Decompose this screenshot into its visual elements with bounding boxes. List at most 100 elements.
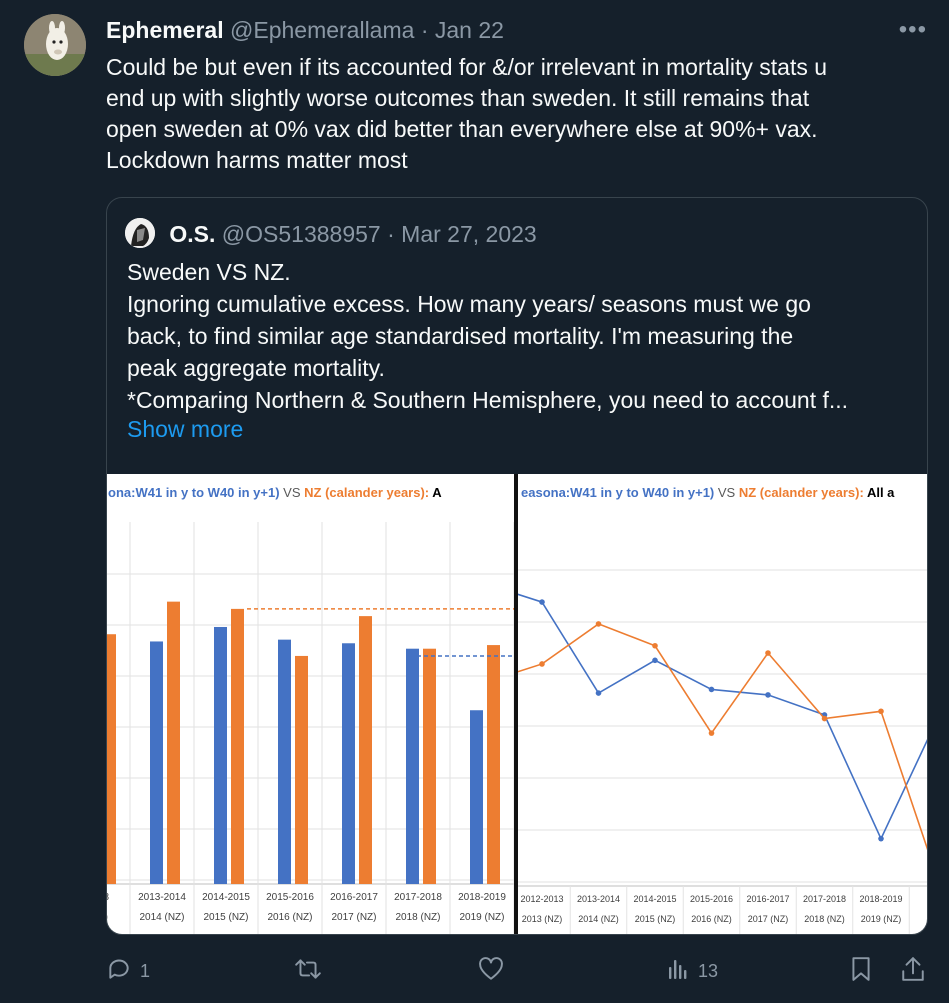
line-chart: 2012-2013 2013 (NZ) 2013-2014 2014 (NZ) 2014… [518,569,927,934]
views-count: 13 [698,960,719,981]
line-title-black: All a [863,485,895,500]
quoted-tweet[interactable]: O.S. @OS51388957 · Mar 27, 2023 Sweden V… [106,197,928,935]
sweden-point [878,835,884,842]
line-x-sub-label: 2019 (NZ) [861,914,902,924]
line-chart-panel: 2012-2013 2013 (NZ) 2013-2014 2014 (NZ) 2014… [518,474,927,934]
bar-title-vs: VS [279,485,305,500]
line-x-tick-label: 2016-2017 [746,894,789,904]
nz-point [539,661,545,667]
bar-title-blue: ona:W41 in y to W40 in y+1) [108,485,280,500]
line-x-tick-label: 2018-2019 [859,894,902,904]
quoted-author-handle: @OS51388957 [221,221,381,247]
line-x-tick-label: 2015-2016 [690,894,733,904]
bar-x-sub-label: 2016 (NZ) [267,912,312,923]
quoted-separator-dot: · [387,221,395,247]
nz-bar [295,655,308,884]
bar-x-tick-label: 2013 [107,892,110,903]
sweden-bar [406,648,419,884]
bookmark-icon [849,956,873,987]
line-chart-title: easona:W41 in y to W40 in y+1) VS NZ (ca… [521,485,894,500]
line-x-sub-label: 2016 (NZ) [691,914,732,924]
sweden-bar [214,626,227,884]
nz-point [595,621,602,627]
sweden-bar [278,639,291,884]
heart-icon [478,956,504,986]
line-x-tick-label: 2017-2018 [803,894,846,904]
nz-bar [423,648,436,884]
bar-x-sub-label: 2014 (NZ) [139,912,184,923]
sweden-point [652,657,658,664]
author-avatar[interactable] [24,14,86,76]
retweet-icon [294,956,322,987]
sweden-bar [342,643,355,884]
bar-chart-panel: 2013 (NZ) 2013-2014 2014 (NZ) 2014-2015 2015 … [107,474,514,934]
line-title-orange: NZ (calander years): [738,485,864,500]
nz-point [878,708,884,715]
line-x-sub-label: 2013 (NZ) [522,914,563,924]
bar-chart: 2013 (NZ) 2013-2014 2014 (NZ) 2014-2015 2015 … [107,522,514,934]
nz-point [652,642,658,649]
bar-x-sub-label: (NZ) [107,912,108,923]
quoted-tweet-text: Sweden VS NZ. Ignoring cumulative excess… [127,259,849,413]
like-button[interactable] [478,956,512,986]
quoted-tweet-header: O.S. @OS51388957 · Mar 27, 2023 [125,218,537,248]
tweet-text: Could be but even if its accounted for &… [106,54,828,173]
line-x-sub-label: 2014 (NZ) [578,914,619,924]
views-icon [666,957,690,986]
sweden-point [595,690,602,696]
quoted-author-name: O.S. [169,221,216,247]
author-handle[interactable]: @Ephemerallama [230,17,415,43]
sweden-point [539,599,545,605]
bar-x-sub-label: 2017 (NZ) [331,912,376,923]
nz-point [821,715,828,722]
nz-bar [359,616,372,884]
bar-x-sub-label: 2015 (NZ) [203,912,248,923]
attached-chart-image[interactable]: 2013 (NZ) 2013-2014 2014 (NZ) 2014-2015 2015 … [107,474,927,934]
bar-x-sub-label: 2019 (NZ) [459,912,504,923]
bar-x-tick-label: 2014-2015 [202,892,250,903]
quoted-tweet-date: Mar 27, 2023 [401,221,537,247]
more-options-icon[interactable]: ••• [898,16,927,43]
line-x-tick-label: 2012-2013 [520,894,563,904]
bar-x-sub-label: 2018 (NZ) [395,912,440,923]
line-x-tick-label: 2014-2015 [633,894,676,904]
views-button[interactable]: 13 [666,956,718,986]
nz-bar [167,601,180,884]
share-icon [901,956,925,987]
reply-icon [106,956,132,987]
quoted-author-avatar [125,218,155,248]
bar-x-tick-label: 2015-2016 [266,892,314,903]
reply-count: 1 [140,960,151,981]
line-title-blue: easona:W41 in y to W40 in y+1) [521,485,715,500]
sweden-bar [150,641,163,884]
share-button[interactable] [901,956,933,986]
nz-bar [231,608,244,884]
bar-chart-title: ona:W41 in y to W40 in y+1) VS NZ (calan… [108,485,442,500]
nz-point [708,730,715,736]
bar-x-tick-label: 2017-2018 [394,892,442,903]
bar-x-tick-label: 2018-2019 [458,892,506,903]
tweet-actions: 1 13 [106,956,926,986]
nz-bar [107,634,116,884]
bar-x-tick-label: 2013-2014 [138,892,186,903]
bar-title-orange: NZ (calander years): [304,485,430,500]
line-title-vs: VS [714,485,739,500]
bookmark-button[interactable] [849,956,881,986]
line-x-sub-label: 2015 (NZ) [635,914,676,924]
sweden-bar [470,710,483,884]
line-x-tick-label: 2013-2014 [577,894,620,904]
retweet-button[interactable] [294,956,330,986]
image-divider [514,474,518,934]
separator-dot: · [420,17,429,43]
show-more-link[interactable]: Show more [127,416,244,442]
nz-bar [487,645,500,884]
bar-x-tick-label: 2016-2017 [330,892,378,903]
sweden-point [708,686,715,693]
line-x-sub-label: 2018 (NZ) [804,914,845,924]
nz-point [765,650,771,656]
reply-button[interactable]: 1 [106,956,150,986]
tweet-date[interactable]: Jan 22 [434,17,504,43]
author-name[interactable]: Ephemeral [106,17,224,43]
line-x-sub-label: 2017 (NZ) [748,914,789,924]
bar-title-black: A [429,485,442,500]
